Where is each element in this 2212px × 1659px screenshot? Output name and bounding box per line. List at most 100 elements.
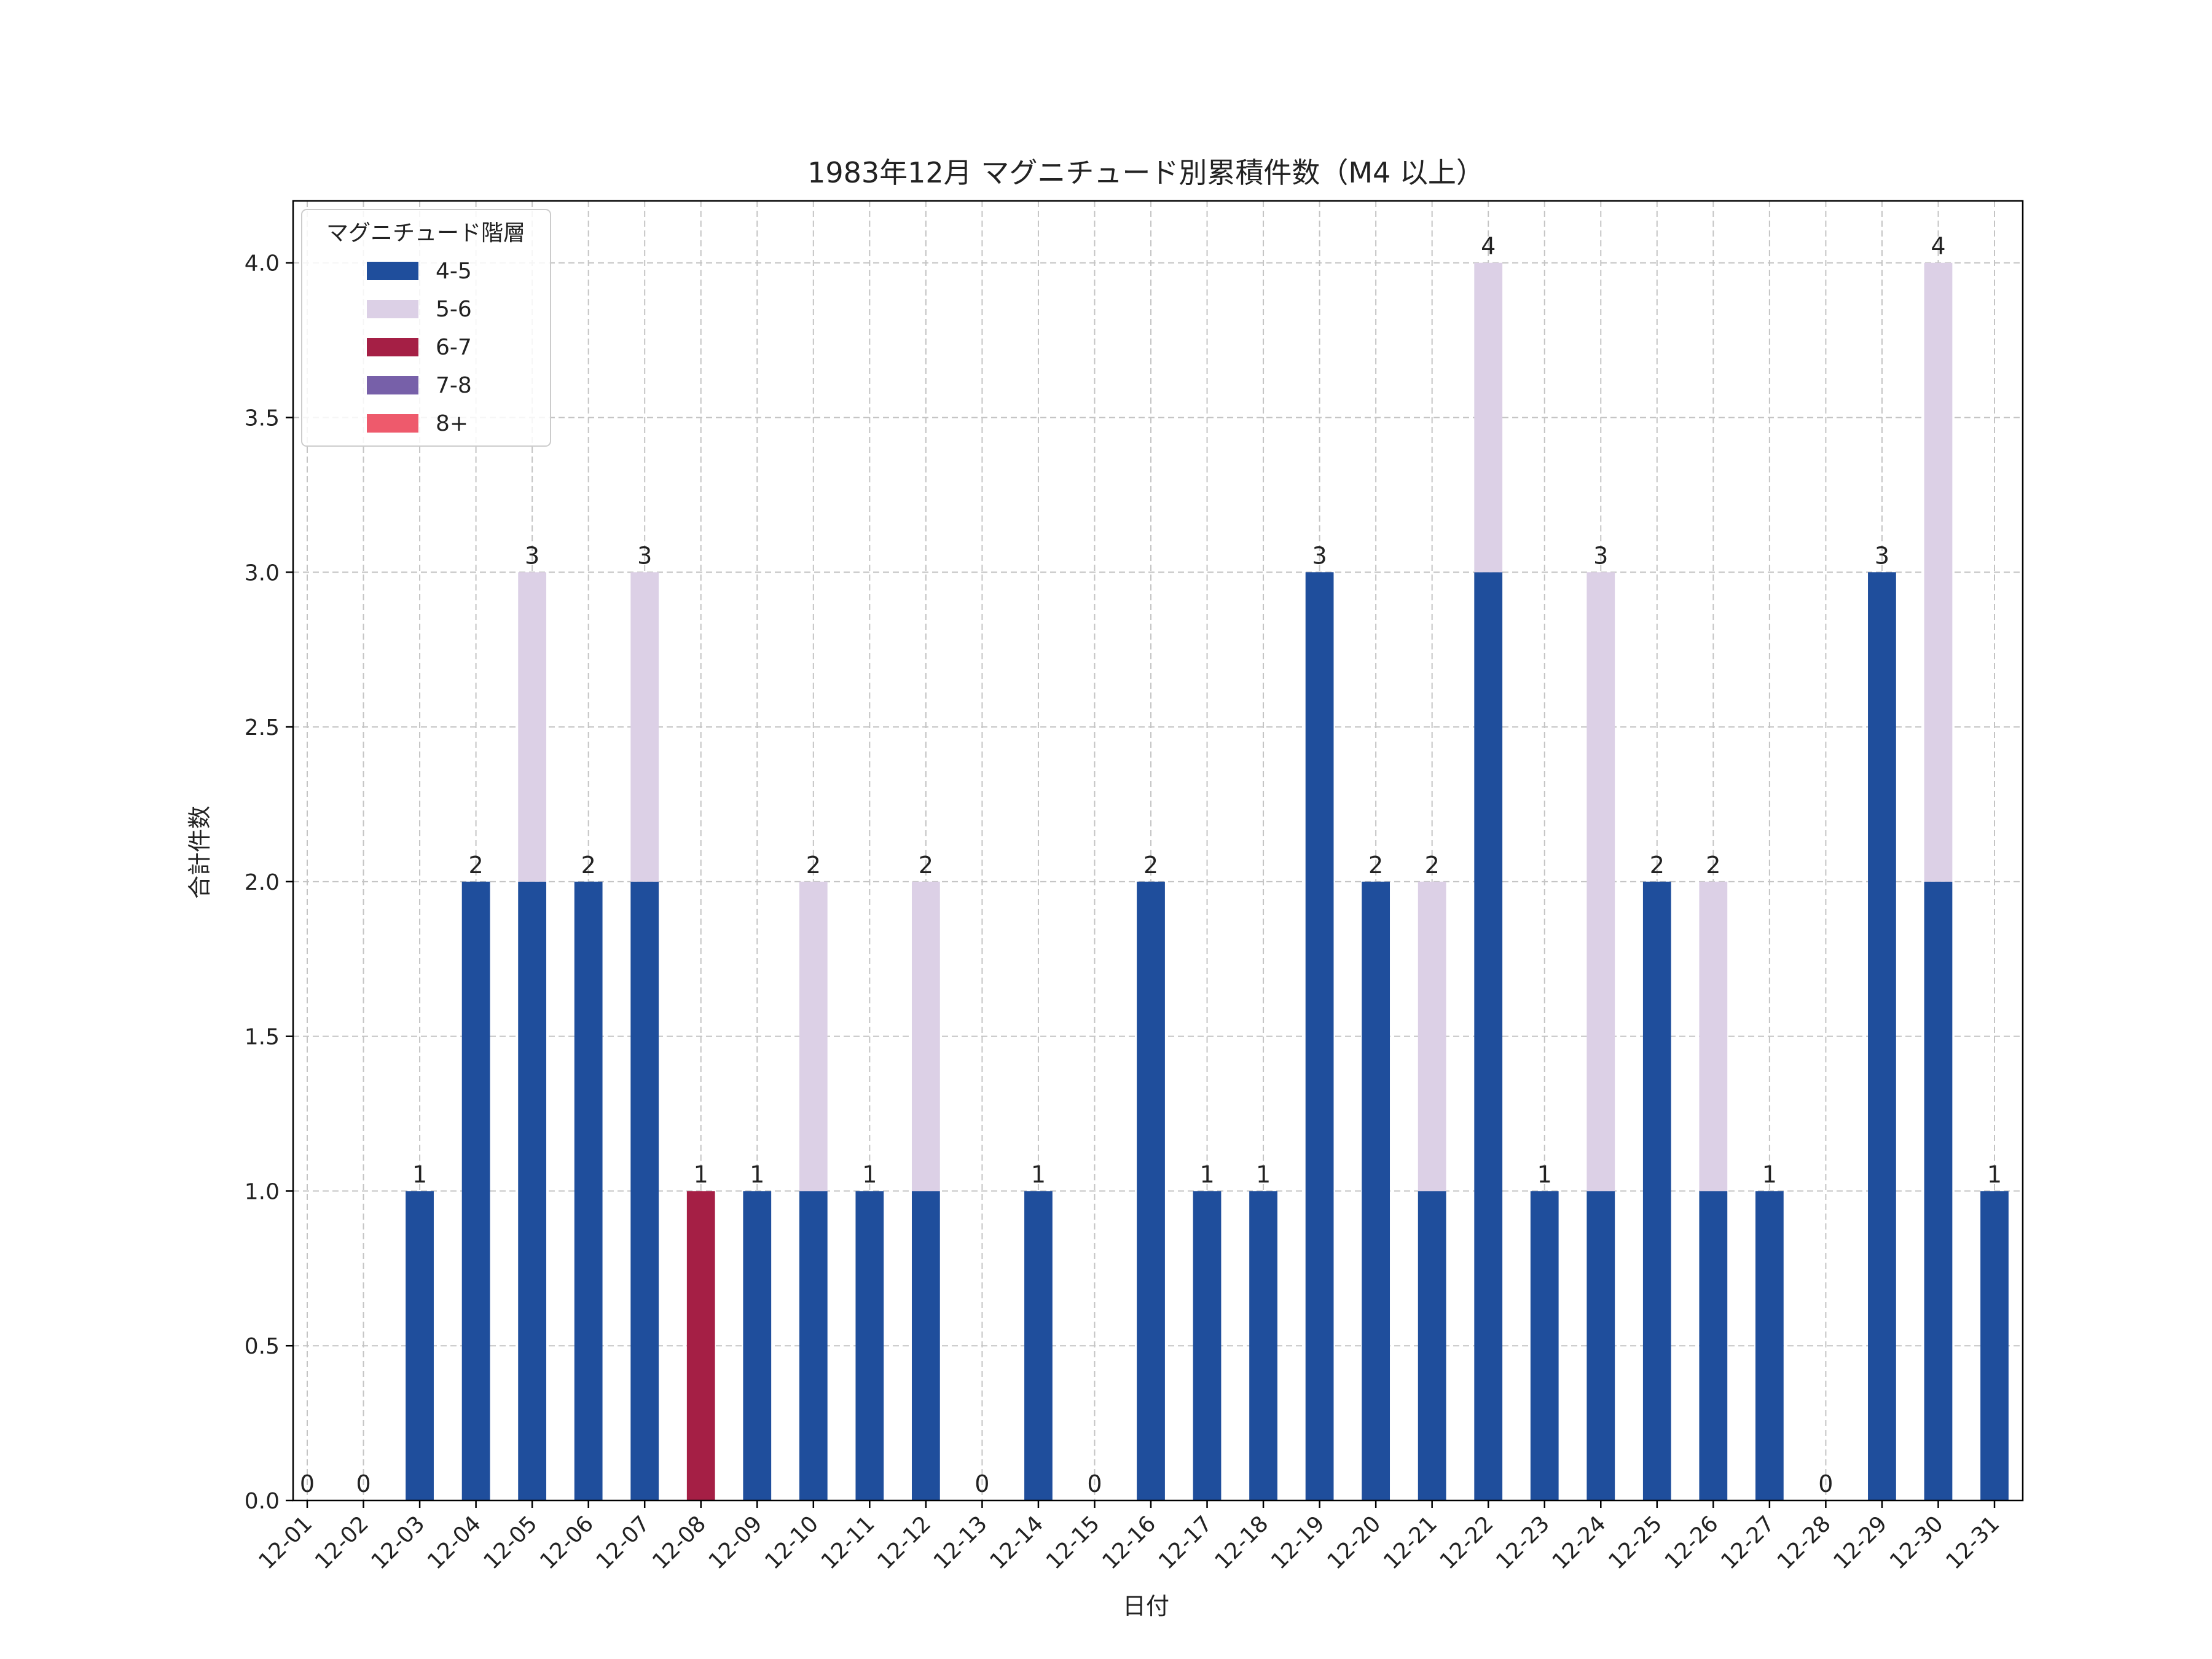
- x-tick-label: 12-24: [1548, 1511, 1611, 1574]
- bar-segment-5-6: [1418, 881, 1446, 1191]
- bar-total-label: 3: [637, 542, 652, 569]
- y-axis-title: 合計件数: [186, 806, 213, 899]
- bar-total-label: 2: [1706, 852, 1720, 879]
- x-tick-label: 12-08: [648, 1511, 711, 1574]
- bar-segment-4-5: [1024, 1191, 1053, 1500]
- x-tick-label: 12-13: [929, 1511, 992, 1574]
- bar-total-label: 1: [1031, 1161, 1046, 1188]
- y-tick-label: 2.0: [245, 870, 280, 895]
- x-tick-label: 12-05: [479, 1511, 543, 1574]
- x-tick-label: 12-25: [1604, 1511, 1667, 1574]
- bar-segment-4-5: [1474, 572, 1503, 1501]
- bar-segment-5-6: [1586, 572, 1615, 1191]
- bar-total-label: 2: [1425, 852, 1440, 879]
- x-tick-label: 12-22: [1435, 1511, 1499, 1574]
- bar-segment-4-5: [1924, 881, 1953, 1500]
- x-tick-label: 12-23: [1491, 1511, 1555, 1574]
- bar-segment-5-6: [1924, 262, 1953, 882]
- bar-total-label: 1: [412, 1161, 427, 1188]
- y-tick-label: 2.5: [245, 715, 280, 740]
- bar-segment-4-5: [518, 881, 547, 1500]
- legend-swatch-7-8: [367, 376, 418, 394]
- y-tick-label: 0.0: [245, 1489, 280, 1514]
- y-tick-label: 3.0: [245, 560, 280, 586]
- bar-total-label: 3: [1312, 542, 1327, 569]
- bar-segment-4-5: [574, 881, 603, 1500]
- x-tick-label: 12-31: [1941, 1511, 2004, 1574]
- bar-segment-4-5: [1418, 1191, 1446, 1500]
- bar-segment-4-5: [1868, 572, 1896, 1501]
- legend-swatch-6-7: [367, 338, 418, 356]
- x-tick-label: 12-30: [1885, 1511, 1948, 1574]
- bar-segment-4-5: [1699, 1191, 1728, 1500]
- bar-total-label: 2: [806, 852, 821, 879]
- bar-total-label: 2: [1143, 852, 1158, 879]
- bar-segment-5-6: [799, 881, 828, 1191]
- x-tick-label: 12-10: [760, 1511, 823, 1574]
- bar-total-label: 3: [1593, 542, 1608, 569]
- legend-swatch-8+: [367, 414, 418, 433]
- bar-total-label: 2: [919, 852, 933, 879]
- x-tick-label: 12-15: [1041, 1511, 1105, 1574]
- plot-frame: [292, 200, 2024, 1502]
- x-tick-label: 12-18: [1210, 1511, 1273, 1574]
- bar-segment-4-5: [461, 881, 490, 1500]
- x-tick-label: 12-26: [1660, 1511, 1724, 1574]
- x-tick-label: 12-17: [1154, 1511, 1217, 1574]
- bar-total-label: 1: [1256, 1161, 1271, 1188]
- bar-total-label: 3: [525, 542, 539, 569]
- bar-total-label: 4: [1481, 233, 1496, 260]
- x-tick-label: 12-19: [1266, 1511, 1330, 1574]
- bar-segment-4-5: [1530, 1191, 1559, 1500]
- x-axis-title: 日付: [1123, 1593, 1169, 1620]
- x-tick-label: 12-07: [592, 1511, 655, 1574]
- y-tick-label: 4.0: [245, 251, 280, 276]
- legend-label: 4-5: [436, 259, 472, 284]
- bar-segment-5-6: [630, 572, 659, 882]
- x-tick-label: 12-14: [985, 1511, 1048, 1574]
- bar-total-label: 2: [469, 852, 484, 879]
- bar-segment-5-6: [1699, 881, 1728, 1191]
- y-axis: 0.0 0.5 1.0 1.5 2.0 2.5 3.0 3.5 4.0: [245, 251, 293, 1514]
- y-tick-label: 1.5: [245, 1025, 280, 1050]
- bar-total-label: 0: [356, 1470, 371, 1497]
- y-tick-label: 0.5: [245, 1334, 280, 1359]
- bar-segment-6-7: [686, 1191, 715, 1500]
- legend-label: 6-7: [436, 335, 472, 360]
- legend-title: マグニチュード階層: [326, 221, 525, 246]
- x-tick-label: 12-29: [1829, 1511, 1892, 1574]
- bar-segment-5-6: [1474, 262, 1503, 573]
- legend-label: 8+: [436, 411, 468, 436]
- x-tick-label: 12-12: [873, 1511, 936, 1574]
- chart-title: 1983年12月 マグニチュード別累積件数（M4 以上）: [807, 156, 1484, 189]
- bar-segment-4-5: [1305, 572, 1334, 1501]
- x-tick-label: 12-06: [535, 1511, 598, 1574]
- bar-total-label: 1: [1987, 1161, 2002, 1188]
- bars: [406, 262, 2009, 1501]
- bar-segment-4-5: [911, 1191, 940, 1500]
- bar-total-label: 1: [694, 1161, 708, 1188]
- x-tick-label: 12-09: [704, 1511, 767, 1574]
- bar-segment-4-5: [1193, 1191, 1222, 1500]
- bar-total-label: 0: [975, 1470, 989, 1497]
- legend-label: 5-6: [436, 297, 472, 322]
- bar-total-label: 3: [1875, 542, 1889, 569]
- y-tick-label: 1.0: [245, 1179, 280, 1204]
- bar-total-label: 1: [750, 1161, 764, 1188]
- bar-segment-4-5: [1586, 1191, 1615, 1500]
- x-axis: 12-0112-0212-0312-0412-0512-0612-0712-08…: [254, 1500, 2004, 1574]
- x-tick-label: 12-03: [366, 1511, 429, 1574]
- bar-segment-5-6: [518, 572, 547, 882]
- x-tick-label: 12-27: [1716, 1511, 1779, 1574]
- legend-swatch-5-6: [367, 300, 418, 318]
- bar-total-label: 1: [1199, 1161, 1214, 1188]
- bar-total-label: 0: [1818, 1470, 1833, 1497]
- bar-total-label: 0: [1087, 1470, 1102, 1497]
- x-tick-label: 12-21: [1379, 1511, 1442, 1574]
- bar-total-label: 2: [581, 852, 596, 879]
- legend-box: [301, 209, 551, 447]
- bar-total-label: 2: [1368, 852, 1383, 879]
- legend-label: 7-8: [436, 373, 472, 398]
- bar-segment-4-5: [1642, 881, 1671, 1500]
